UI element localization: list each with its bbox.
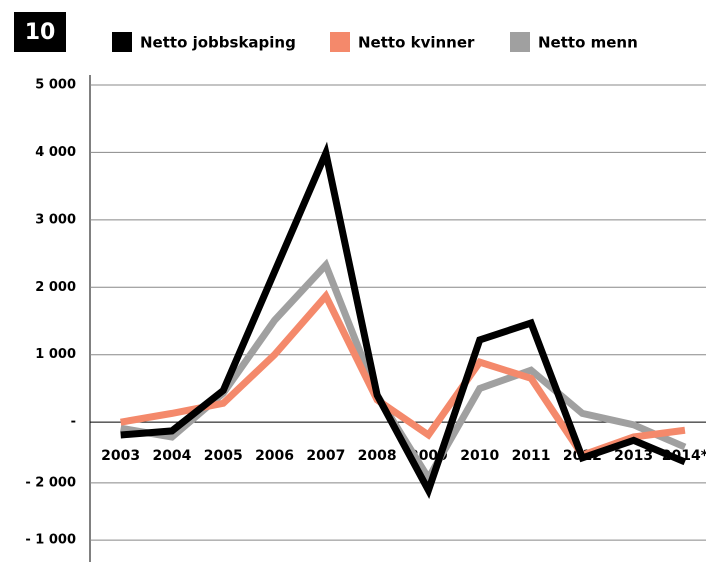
y-tick-label: - 2 000 [25, 475, 76, 490]
x-tick-label: 2011 [512, 448, 551, 464]
legend-swatch [510, 32, 530, 52]
y-tick-label: 4 000 [35, 145, 76, 160]
page-number: 10 [25, 20, 56, 45]
y-tick-label: 1 000 [35, 347, 76, 362]
x-tick-label: 2004 [152, 448, 191, 464]
x-tick-label: 2010 [460, 448, 499, 464]
legend-swatch [330, 32, 350, 52]
series-line [120, 141, 687, 499]
x-tick-label: 2006 [255, 448, 294, 464]
y-tick-label: - [71, 415, 76, 430]
legend-label: Netto kvinner [358, 34, 475, 52]
page-badge [14, 12, 66, 52]
y-tick-label: 3 000 [35, 212, 76, 227]
legend-label: Netto menn [538, 34, 638, 52]
x-tick-label: 2013 [614, 448, 653, 464]
legend-label: Netto jobbskaping [140, 34, 296, 52]
x-tick-label: 2008 [358, 448, 397, 464]
x-tick-label: 2003 [101, 448, 140, 464]
y-tick-label: 5 000 [35, 78, 76, 93]
x-tick-label: 2007 [306, 448, 345, 464]
y-tick-label: - 1 000 [25, 533, 76, 548]
legend-swatch [112, 32, 132, 52]
x-tick-label: 2005 [204, 448, 243, 464]
y-tick-label: 2 000 [35, 280, 76, 295]
